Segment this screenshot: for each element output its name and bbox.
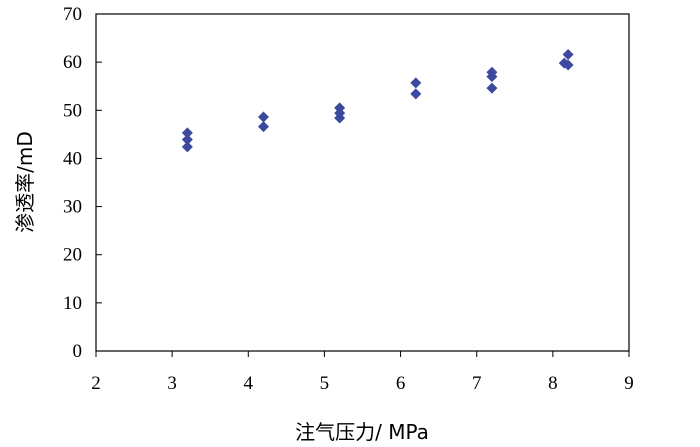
- x-tick-label: 2: [91, 373, 101, 394]
- data-point: [181, 134, 193, 146]
- plot-frame: [95, 13, 630, 352]
- data-point: [486, 71, 498, 83]
- x-tick-label: 7: [472, 373, 482, 394]
- x-tick-label: 9: [624, 373, 634, 394]
- x-tick-label: 6: [396, 373, 406, 394]
- data-point: [410, 77, 422, 89]
- data-point: [562, 59, 574, 71]
- y-tick-label: 50: [63, 100, 82, 121]
- x-tick-label: 8: [548, 373, 558, 394]
- data-point: [181, 127, 193, 139]
- x-axis-ticks: 2 3 4 5 6 7 8 9: [91, 351, 634, 394]
- x-tick-label: 4: [244, 373, 254, 394]
- data-point: [181, 141, 193, 153]
- data-point: [562, 48, 574, 60]
- x-axis-title: 注气压力/ MPa: [295, 420, 429, 444]
- y-tick-label: 60: [63, 52, 82, 73]
- y-tick-label: 20: [63, 245, 82, 266]
- x-tick-label: 5: [320, 373, 330, 394]
- y-tick-label: 70: [63, 4, 82, 25]
- x-tick-label: 3: [167, 373, 177, 394]
- data-point: [334, 112, 346, 124]
- y-tick-label: 40: [63, 148, 82, 169]
- y-tick-label: 0: [73, 341, 83, 362]
- data-point: [410, 88, 422, 100]
- data-point: [258, 121, 270, 133]
- y-tick-label: 30: [63, 197, 82, 218]
- data-point: [486, 82, 498, 94]
- data-point: [258, 111, 270, 123]
- plot-area: [95, 13, 630, 352]
- data-points: [181, 48, 574, 153]
- y-tick-label: 10: [63, 293, 82, 314]
- y-axis-title: 渗透率/mD: [13, 131, 37, 233]
- y-axis-ticks: 0 10 20 30 40 50 60 70: [63, 4, 102, 362]
